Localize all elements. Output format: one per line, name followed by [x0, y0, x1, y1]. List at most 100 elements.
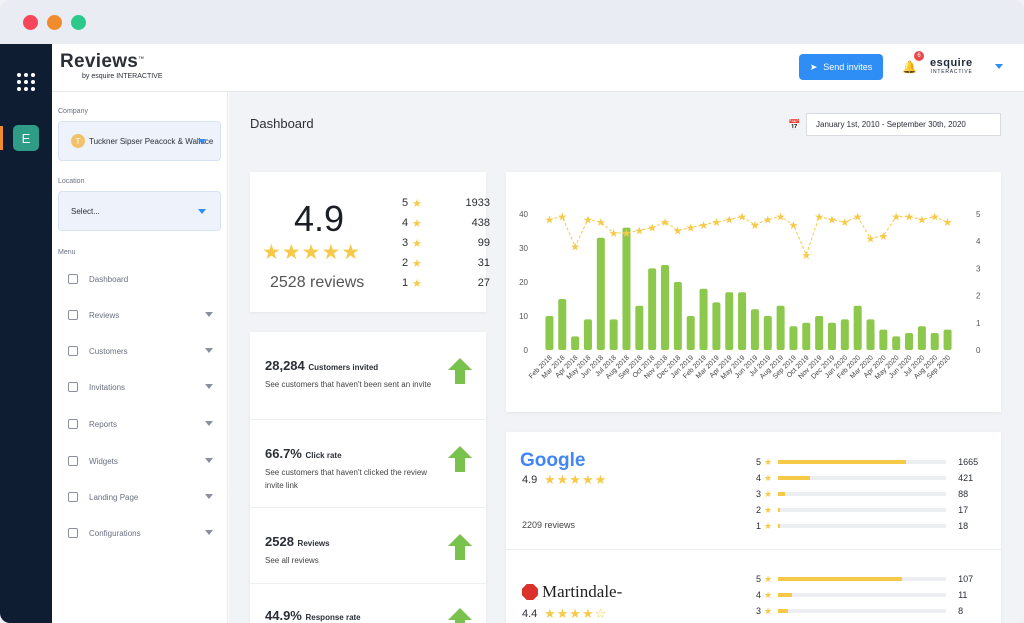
rating-point-star-icon: ★ — [853, 212, 863, 224]
platform-google[interactable]: Google 4.9 ★★★★★ 2209 reviews 5 ★ 1665 4 ★ 42… — [506, 432, 1001, 550]
rating-bar — [778, 524, 947, 528]
rating-dist-row[interactable]: 5 ★ 1933 — [402, 196, 490, 210]
stat-reviews[interactable]: 2528 Reviews See all reviews — [250, 508, 486, 584]
star-count: 107 — [958, 574, 974, 584]
rating-dist-row[interactable]: 2 ★ 31 — [402, 256, 490, 270]
star-level: 1 — [756, 521, 762, 531]
chart-bar — [802, 322, 811, 350]
date-range-picker[interactable]: January 1st, 2010 - September 30th, 2020 — [806, 113, 1001, 136]
platform-dist-row[interactable]: 5 ★ 107 — [756, 573, 973, 585]
platform-dist-row[interactable]: 4 ★ 11 — [756, 589, 967, 601]
link-icon — [68, 456, 78, 466]
sidebar-item-reviews[interactable]: Reviews — [68, 307, 213, 323]
chart-bar — [789, 326, 798, 350]
chart-bar — [866, 319, 875, 350]
y-tick-left: 30 — [519, 244, 528, 253]
sidebar-item-widgets[interactable]: Widgets — [68, 453, 213, 469]
platform-dist-row[interactable]: 5 ★ 1665 — [756, 456, 978, 468]
rating-dist-row[interactable]: 3 ★ 99 — [402, 236, 490, 250]
stat-value: 44.9% Response rate — [265, 608, 361, 623]
bell-icon[interactable]: 🔔 — [902, 60, 917, 74]
location-select[interactable]: Select... — [58, 191, 221, 231]
logo-byline: by esquire INTERACTIVE — [82, 73, 163, 80]
star-level: 3 — [756, 606, 762, 616]
chevron-down-icon — [205, 494, 213, 499]
sidebar: Company T Tuckner Sipser Peacock & Walla… — [52, 92, 228, 623]
platform-dist-row[interactable]: 3 ★ 88 — [756, 488, 968, 500]
stat-response-rate[interactable]: 44.9% Response rate — [250, 584, 486, 623]
rating-dist-row[interactable]: 4 ★ 438 — [402, 216, 490, 230]
trend-up-stem — [455, 457, 465, 472]
sidebar-item-dashboard[interactable]: Dashboard — [68, 271, 213, 287]
star-level: 3 — [402, 237, 409, 249]
rating-point-star-icon: ★ — [724, 214, 734, 226]
chart-bar — [725, 292, 734, 350]
send-invites-button[interactable]: ➤ Send invites — [799, 54, 883, 80]
stat-value: 28,284 Customers invited — [265, 358, 378, 373]
sidebar-item-reports[interactable]: Reports — [68, 416, 213, 432]
google-stars-icon: ★★★★★ — [544, 472, 608, 487]
star-level: 4 — [756, 590, 762, 600]
rating-dist-row[interactable]: 1 ★ 27 — [402, 276, 490, 290]
minimize-window-button[interactable] — [47, 15, 62, 30]
martindale-logo: Martindale- — [542, 582, 623, 601]
company-label: Company — [58, 108, 88, 115]
rating-point-star-icon: ★ — [673, 225, 683, 237]
y-tick-left: 0 — [524, 346, 529, 355]
close-window-button[interactable] — [23, 15, 38, 30]
workspace-avatar[interactable]: E — [13, 125, 39, 151]
platform-dist-row[interactable]: 2 ★ 17 — [756, 504, 968, 516]
star-count: 11 — [958, 590, 968, 600]
maximize-window-button[interactable] — [71, 15, 86, 30]
star-icon: ★ — [764, 472, 773, 483]
sidebar-item-configurations[interactable]: Configurations — [68, 525, 213, 541]
star-icon: ★ — [412, 217, 422, 230]
account-brand[interactable]: esquire INTERACTIVE — [930, 57, 973, 75]
company-select[interactable]: T Tuckner Sipser Peacock & Wallace — [58, 121, 221, 161]
sidebar-item-label: Dashboard — [89, 274, 129, 284]
star-level: 5 — [756, 457, 762, 467]
sidebar-item-label: Widgets — [89, 456, 118, 466]
y-tick-left: 10 — [519, 312, 528, 321]
chart-bar — [840, 319, 849, 350]
rating-point-star-icon: ★ — [776, 212, 786, 224]
active-indicator — [0, 126, 3, 150]
page-title: Dashboard — [250, 116, 314, 131]
calendar-icon[interactable]: 📅 — [788, 120, 801, 131]
platform-dist-row[interactable]: 3 ★ 8 — [756, 605, 963, 617]
customers-icon — [68, 346, 78, 356]
platform-martindale[interactable]: Martindale- 4.4 ★★★★☆ 5 ★ 107 4 ★ 11 3 ★ 8 — [506, 550, 1001, 623]
chart-bar — [879, 329, 888, 350]
chart-bar — [609, 319, 618, 350]
chart-bar — [686, 316, 695, 350]
platform-dist-row[interactable]: 1 ★ 18 — [756, 520, 968, 532]
main-content: Dashboard 📅 January 1st, 2010 - Septembe… — [229, 92, 1024, 623]
sidebar-item-customers[interactable]: Customers — [68, 343, 213, 359]
rating-bar — [778, 577, 947, 581]
reviews-logo[interactable]: Reviews™ by esquire INTERACTIVE — [60, 51, 163, 80]
account-chevron-down-icon[interactable] — [995, 64, 1003, 69]
chevron-down-icon — [198, 139, 206, 144]
chart-bar — [712, 302, 721, 350]
apps-grid-icon[interactable] — [17, 73, 35, 91]
rating-point-star-icon: ★ — [878, 231, 888, 243]
platform-dist-row[interactable]: 4 ★ 421 — [756, 472, 973, 484]
rating-point-star-icon: ★ — [660, 217, 670, 229]
star-count: 27 — [477, 277, 490, 289]
stat-click-rate[interactable]: 66.7% Click rate See customers that have… — [250, 420, 486, 508]
rating-bar — [778, 492, 947, 496]
chart-bar — [648, 268, 657, 350]
stat-number: 66.7% — [265, 446, 302, 461]
brand-name: esquire — [930, 57, 973, 69]
stat-number: 2528 — [265, 534, 294, 549]
rating-bar — [778, 476, 947, 480]
y-tick-right: 1 — [976, 319, 981, 328]
stat-customers-invited[interactable]: 28,284 Customers invited See customers t… — [250, 332, 486, 420]
sidebar-item-invitations[interactable]: Invitations — [68, 379, 213, 395]
star-icon: ★ — [764, 589, 773, 600]
rating-point-star-icon: ★ — [801, 250, 811, 262]
menu-label: Menu — [58, 249, 76, 256]
rating-point-star-icon: ★ — [789, 220, 799, 232]
chart-bar — [827, 322, 836, 350]
sidebar-item-landing-page[interactable]: Landing Page — [68, 489, 213, 505]
